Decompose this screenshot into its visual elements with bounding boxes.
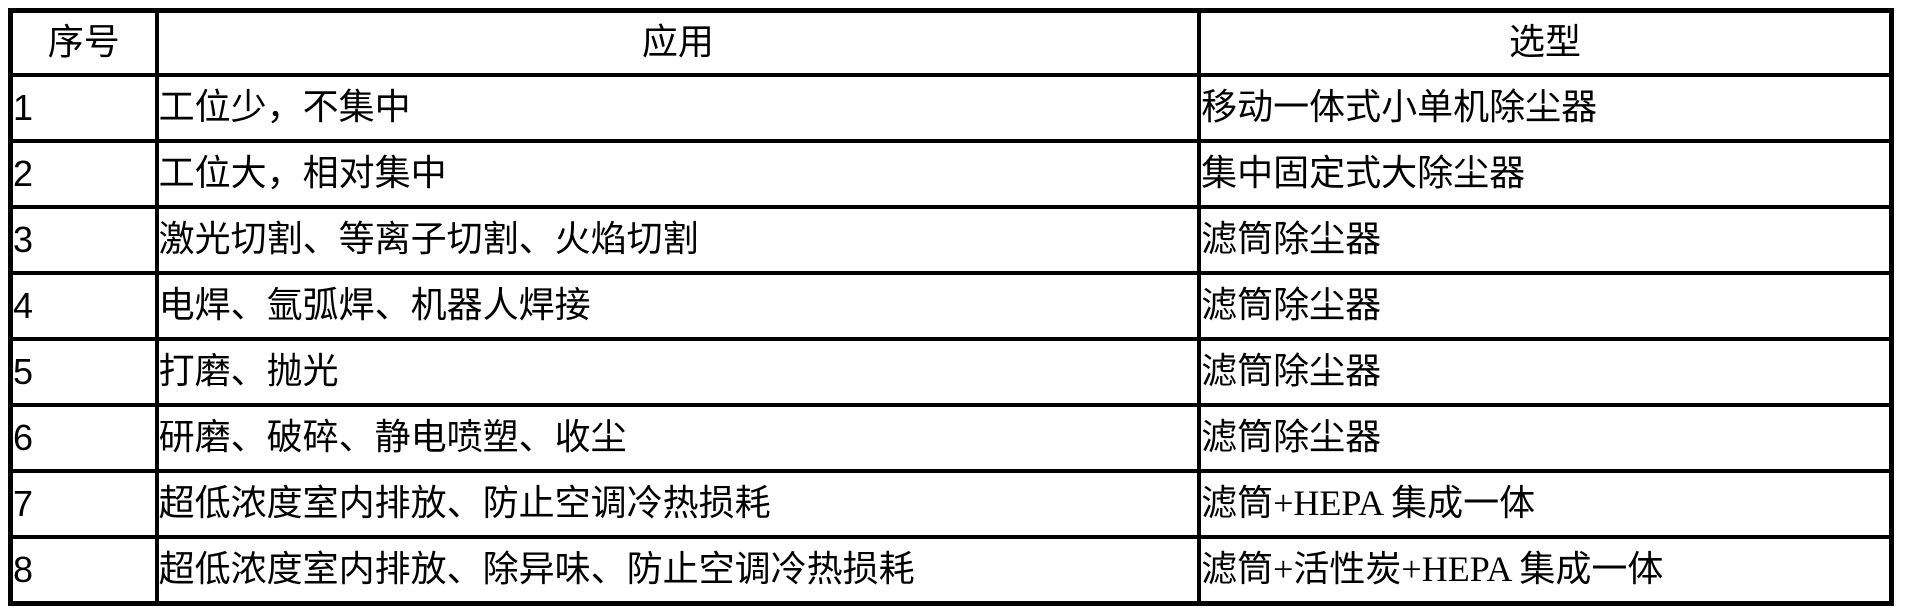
cell-selection-1: 移动一体式小单机除尘器 [1197,73,1894,143]
cell-application-4: 电焊、氩弧焊、机器人焊接 [154,271,1202,341]
cell-selection-5: 滤筒除尘器 [1197,337,1894,407]
header-application: 应用 [154,8,1202,77]
cell-application-7: 超低浓度室内排放、防止空调冷热损耗 [154,469,1202,539]
table-row: 4 电焊、氩弧焊、机器人焊接 滤筒除尘器 [8,271,1894,341]
selection-table: 序号 应用 选型 1 工位少，不集中 移动一体式小单机除尘器 2 工位大，相对集… [8,8,1894,606]
cell-application-5: 打磨、抛光 [154,337,1202,407]
table-row: 5 打磨、抛光 滤筒除尘器 [8,337,1894,407]
cell-index-3: 3 [8,205,159,275]
cell-index-1: 1 [8,73,159,143]
cell-selection-6: 滤筒除尘器 [1197,403,1894,473]
cell-index-6: 6 [8,403,159,473]
table-row: 8 超低浓度室内排放、除异味、防止空调冷热损耗 滤筒+活性炭+HEPA 集成一体 [8,535,1894,606]
cell-application-3: 激光切割、等离子切割、火焰切割 [154,205,1202,275]
cell-selection-4: 滤筒除尘器 [1197,271,1894,341]
cell-selection-2: 集中固定式大除尘器 [1197,139,1894,209]
cell-index-4: 4 [8,271,159,341]
cell-selection-7: 滤筒+HEPA 集成一体 [1197,469,1894,539]
cell-index-8: 8 [8,535,159,606]
cell-index-5: 5 [8,337,159,407]
cell-application-2: 工位大，相对集中 [154,139,1202,209]
table-container: 序号 应用 选型 1 工位少，不集中 移动一体式小单机除尘器 2 工位大，相对集… [8,8,1894,606]
header-selection: 选型 [1197,8,1894,77]
header-index: 序号 [8,8,159,77]
table-row: 6 研磨、破碎、静电喷塑、收尘 滤筒除尘器 [8,403,1894,473]
table-header-row: 序号 应用 选型 [8,8,1894,77]
cell-selection-3: 滤筒除尘器 [1197,205,1894,275]
cell-application-8: 超低浓度室内排放、除异味、防止空调冷热损耗 [154,535,1202,606]
table-row: 7 超低浓度室内排放、防止空调冷热损耗 滤筒+HEPA 集成一体 [8,469,1894,539]
cell-index-7: 7 [8,469,159,539]
cell-index-2: 2 [8,139,159,209]
cell-application-6: 研磨、破碎、静电喷塑、收尘 [154,403,1202,473]
cell-selection-8: 滤筒+活性炭+HEPA 集成一体 [1197,535,1894,606]
table-row: 1 工位少，不集中 移动一体式小单机除尘器 [8,73,1894,143]
table-row: 2 工位大，相对集中 集中固定式大除尘器 [8,139,1894,209]
cell-application-1: 工位少，不集中 [154,73,1202,143]
table-row: 3 激光切割、等离子切割、火焰切割 滤筒除尘器 [8,205,1894,275]
